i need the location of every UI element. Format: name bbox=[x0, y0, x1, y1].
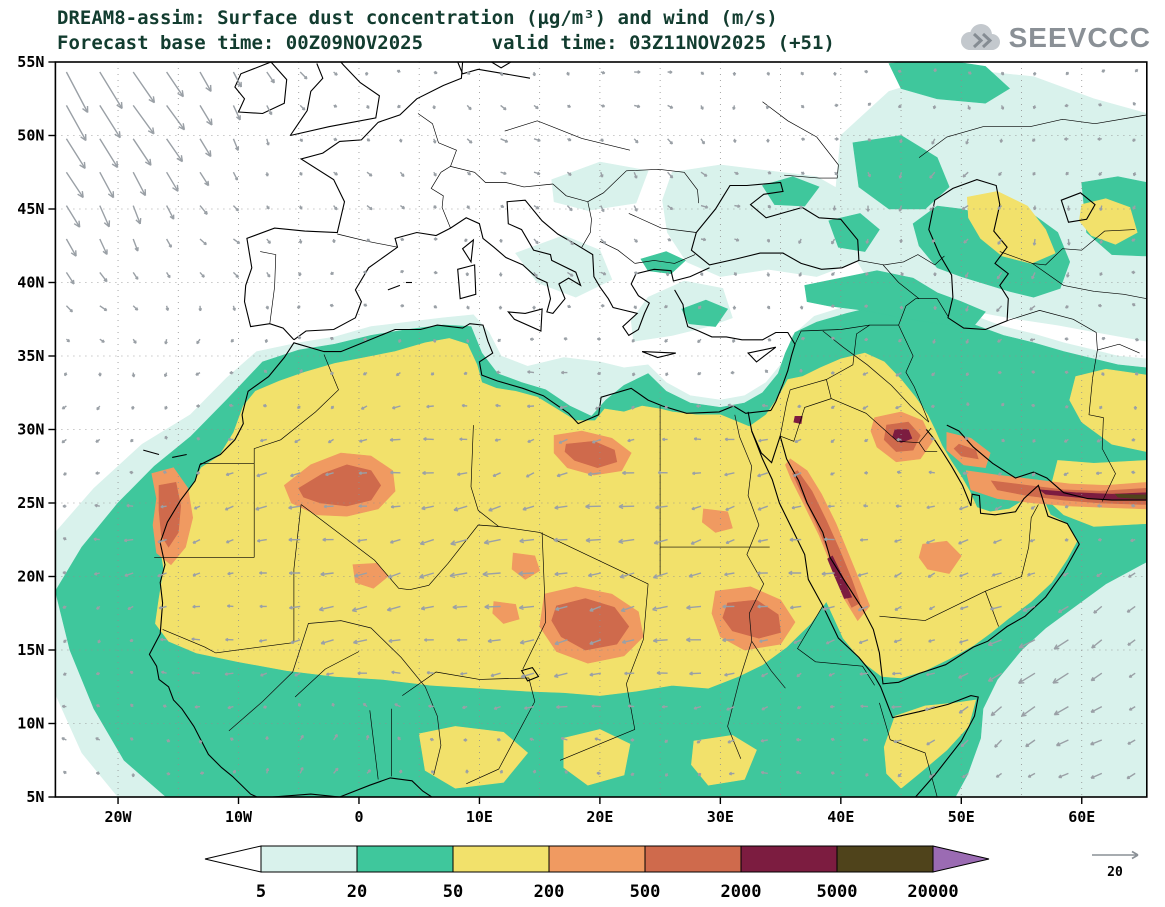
colorbar-segment bbox=[644, 845, 742, 873]
lon-tick-label: 10W bbox=[225, 808, 253, 826]
dust-region bbox=[662, 164, 868, 277]
colorbar-segment bbox=[548, 845, 646, 873]
chart-title: DREAM8-assim: Surface dust concentration… bbox=[57, 7, 778, 29]
dust-region bbox=[155, 338, 1078, 696]
colorbar-label: 50 bbox=[443, 882, 463, 902]
dust-region bbox=[1069, 368, 1147, 452]
dust-region bbox=[691, 734, 757, 786]
wind-reference-arrow bbox=[1092, 850, 1139, 860]
colorbar-over-arrow bbox=[932, 845, 990, 873]
dust-region bbox=[953, 443, 979, 460]
dust-region bbox=[640, 251, 686, 275]
dust-region bbox=[298, 464, 382, 507]
lat-tick-label: 40N bbox=[17, 274, 44, 292]
lon-tick-label: 30E bbox=[707, 808, 734, 826]
title-block: DREAM8-assim: Surface dust concentration… bbox=[57, 6, 835, 56]
country-borders bbox=[154, 101, 1147, 797]
colorbar-label: 500 bbox=[630, 882, 661, 902]
dust-region bbox=[352, 562, 389, 589]
lon-tick-label: 0 bbox=[354, 808, 363, 826]
colorbar-segment bbox=[836, 845, 934, 873]
lat-tick-label: 50N bbox=[17, 127, 44, 145]
colorbar-label: 20000 bbox=[907, 882, 958, 902]
wind-reference: 20 bbox=[1092, 850, 1139, 880]
dust-region bbox=[918, 540, 962, 574]
dust-region bbox=[551, 598, 630, 651]
axis-labels-lon: 20W 10W 0 10E 20E 30E 40E 50E 60E bbox=[104, 808, 1095, 826]
colorbar: 5 20 50 200 500 2000 5000 20000 bbox=[204, 845, 990, 902]
dust-region bbox=[701, 508, 733, 533]
dust-region bbox=[564, 440, 618, 469]
lon-tick-label: 20E bbox=[586, 808, 613, 826]
lon-tick-label: 60E bbox=[1068, 808, 1095, 826]
wind-reference-label: 20 bbox=[1107, 865, 1123, 880]
colorbar-label: 5 bbox=[256, 882, 266, 902]
lat-tick-label: 5N bbox=[26, 788, 44, 806]
colorbar-segment bbox=[260, 845, 358, 873]
colorbar-label: 200 bbox=[534, 882, 565, 902]
dust-region bbox=[793, 416, 803, 424]
lat-tick-label: 55N bbox=[17, 53, 44, 71]
axis-ticks bbox=[48, 61, 1083, 804]
lat-tick-label: 45N bbox=[17, 200, 44, 218]
lat-tick-label: 25N bbox=[17, 494, 44, 512]
lon-tick-label: 10E bbox=[466, 808, 493, 826]
seevccc-cloud-icon bbox=[960, 24, 1000, 50]
dust-region bbox=[563, 729, 631, 786]
dust-region bbox=[681, 299, 729, 327]
seevccc-logo-text: SEEVCCC bbox=[1008, 22, 1151, 53]
colorbar-label: 2000 bbox=[721, 882, 762, 902]
chart-subtitle: Forecast base time: 00Z09NOV2025 valid t… bbox=[57, 32, 835, 54]
axis-labels-lat: 55N 50N 45N 40N 35N 30N 25N 20N 15N 10N 5N bbox=[17, 53, 44, 806]
dust-region bbox=[722, 599, 781, 639]
seevccc-logo: SEEVCCC bbox=[957, 22, 1151, 54]
dust-region bbox=[883, 699, 977, 789]
dust-region bbox=[1078, 198, 1138, 245]
lat-tick-label: 35N bbox=[17, 347, 44, 365]
colorbar-label: 20 bbox=[347, 882, 367, 902]
lat-tick-label: 20N bbox=[17, 568, 44, 586]
colorbar-segment bbox=[740, 845, 838, 873]
lat-tick-label: 30N bbox=[17, 421, 44, 439]
lon-tick-label: 50E bbox=[948, 808, 975, 826]
lon-tick-label: 40E bbox=[827, 808, 854, 826]
colorbar-segment bbox=[452, 845, 550, 873]
lon-tick-label: 20W bbox=[104, 808, 132, 826]
dust-region bbox=[804, 270, 986, 327]
dust-region bbox=[966, 191, 1056, 264]
lat-tick-label: 15N bbox=[17, 641, 44, 659]
wind-arrows bbox=[61, 68, 1139, 780]
rivers bbox=[228, 330, 930, 776]
lat-tick-label: 10N bbox=[17, 715, 44, 733]
colorbar-label: 5000 bbox=[817, 882, 858, 902]
colorbar-segment bbox=[356, 845, 454, 873]
dust-region bbox=[888, 62, 1010, 104]
dust-region bbox=[762, 176, 820, 207]
